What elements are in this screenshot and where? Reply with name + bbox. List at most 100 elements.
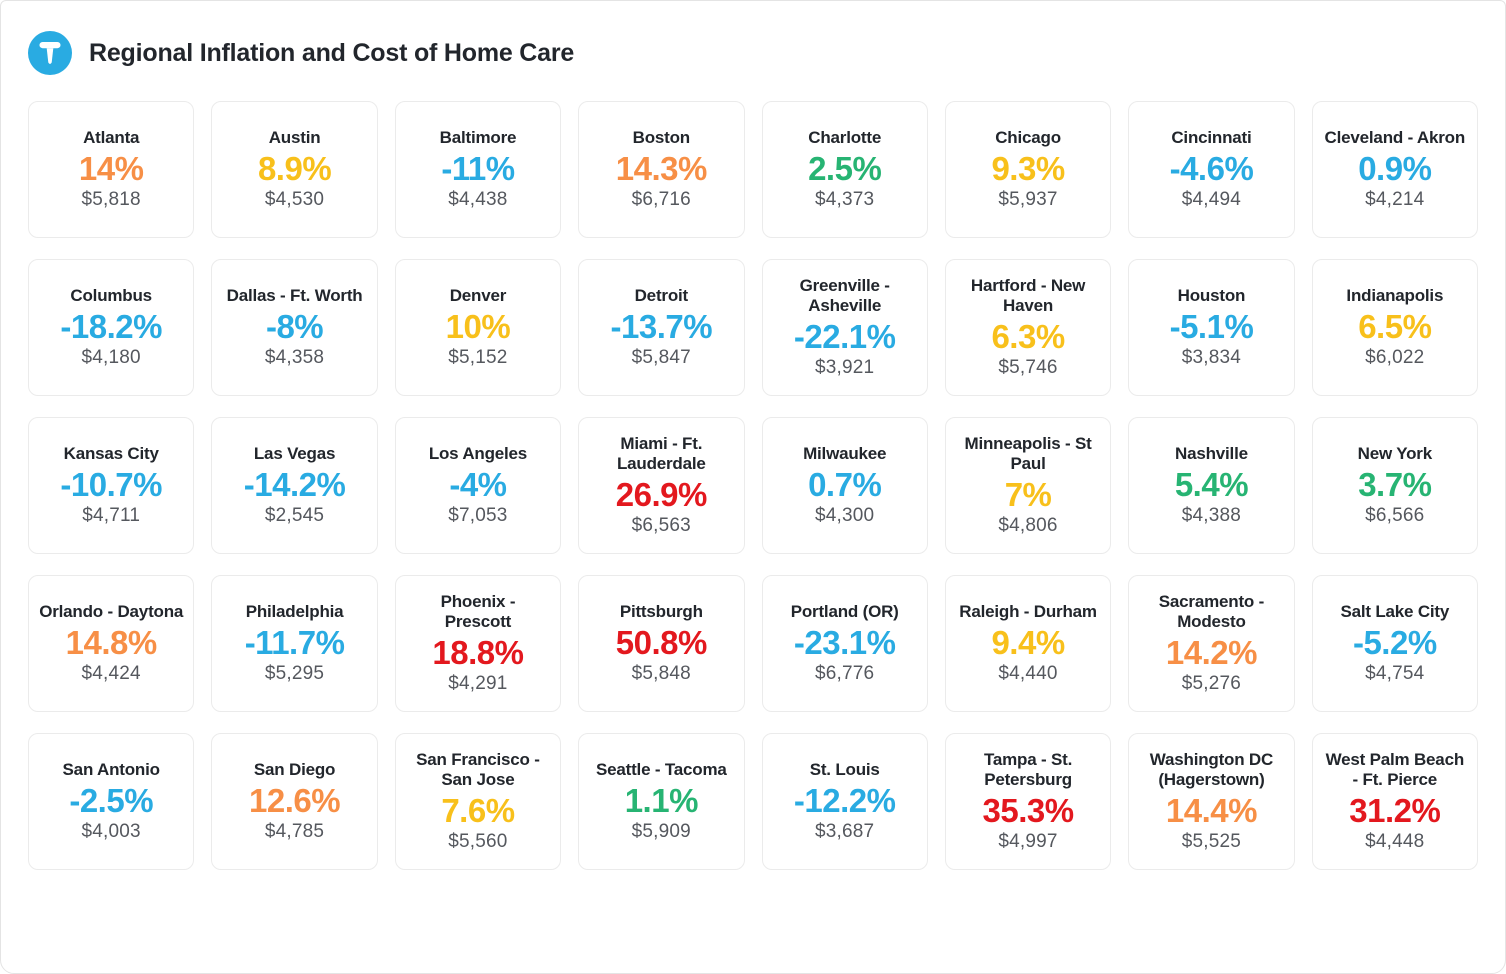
city-name: Cleveland - Akron bbox=[1324, 128, 1466, 147]
city-card: Columbus -18.2% $4,180 bbox=[28, 259, 195, 396]
inflation-percent: 14.8% bbox=[65, 624, 158, 662]
city-name: Sacramento - Modesto bbox=[1158, 591, 1265, 632]
inflation-percent: -23.1% bbox=[793, 624, 896, 662]
monthly-cost: $4,448 bbox=[1365, 831, 1425, 853]
monthly-cost: $5,560 bbox=[448, 831, 508, 853]
city-card: Milwaukee 0.7% $4,300 bbox=[761, 417, 928, 554]
inflation-percent: -12.2% bbox=[793, 782, 896, 820]
city-card: San Francisco - San Jose 7.6% $5,560 bbox=[394, 733, 562, 870]
city-card: Phoenix - Prescott 18.8% $4,291 bbox=[394, 575, 562, 712]
city-name: Detroit bbox=[634, 286, 689, 305]
city-card: Charlotte 2.5% $4,373 bbox=[761, 101, 928, 238]
city-name: Hartford - New Haven bbox=[970, 275, 1086, 316]
city-name: Portland (OR) bbox=[790, 602, 899, 621]
inflation-percent: 7% bbox=[1004, 476, 1052, 514]
city-card: Baltimore -11% $4,438 bbox=[394, 101, 562, 238]
city-name: St. Louis bbox=[809, 760, 880, 779]
inflation-percent: 12.6% bbox=[249, 782, 341, 820]
inflation-percent: 35.3% bbox=[982, 792, 1075, 830]
city-name: Minneapolis - St Paul bbox=[964, 433, 1092, 474]
inflation-percent: 0.9% bbox=[1358, 150, 1432, 188]
monthly-cost: $3,921 bbox=[815, 357, 875, 379]
city-name: San Antonio bbox=[62, 760, 160, 779]
city-card: Portland (OR) -23.1% $6,776 bbox=[761, 575, 928, 712]
monthly-cost: $3,834 bbox=[1181, 346, 1242, 368]
inflation-percent: 6.3% bbox=[991, 318, 1065, 356]
monthly-cost: $4,806 bbox=[998, 515, 1058, 537]
monthly-cost: $6,022 bbox=[1365, 346, 1425, 368]
inflation-percent: 18.8% bbox=[432, 634, 524, 672]
city-name: Dallas - Ft. Worth bbox=[226, 286, 363, 305]
monthly-cost: $5,276 bbox=[1181, 673, 1242, 695]
city-card: Chicago 9.3% $5,937 bbox=[944, 101, 1112, 238]
city-card: Indianapolis 6.5% $6,022 bbox=[1311, 259, 1478, 396]
city-name: Nashville bbox=[1175, 444, 1248, 463]
city-name: Indianapolis bbox=[1346, 286, 1444, 305]
monthly-cost: $6,716 bbox=[631, 188, 691, 210]
city-name: Kansas City bbox=[63, 444, 159, 463]
city-card: Miami - Ft. Lauderdale 26.9% $6,563 bbox=[578, 417, 745, 554]
city-card: Salt Lake City -5.2% $4,754 bbox=[1311, 575, 1478, 712]
t-logo-icon bbox=[28, 31, 72, 75]
city-name: Washington DC (Hagerstown) bbox=[1149, 749, 1274, 790]
city-name: San Diego bbox=[253, 760, 336, 779]
monthly-cost: $4,754 bbox=[1365, 662, 1425, 684]
inflation-percent: 31.2% bbox=[1349, 792, 1441, 830]
monthly-cost: $5,937 bbox=[998, 188, 1058, 210]
monthly-cost: $6,776 bbox=[815, 662, 875, 684]
inflation-percent: 9.4% bbox=[991, 624, 1065, 662]
inflation-percent: 50.8% bbox=[615, 624, 708, 662]
city-name: Denver bbox=[449, 286, 507, 305]
inflation-percent: -4.6% bbox=[1169, 150, 1254, 188]
city-card: West Palm Beach - Ft. Pierce 31.2% $4,44… bbox=[1311, 733, 1478, 870]
city-name: Raleigh - Durham bbox=[959, 602, 1097, 621]
inflation-percent: -14.2% bbox=[243, 466, 346, 504]
monthly-cost: $5,847 bbox=[631, 346, 691, 368]
monthly-cost: $4,214 bbox=[1365, 188, 1425, 210]
city-name: Atlanta bbox=[83, 128, 140, 147]
city-card: New York 3.7% $6,566 bbox=[1311, 417, 1478, 554]
monthly-cost: $5,152 bbox=[448, 346, 508, 368]
city-card: St. Louis -12.2% $3,687 bbox=[761, 733, 928, 870]
city-card: Minneapolis - St Paul 7% $4,806 bbox=[944, 417, 1112, 554]
monthly-cost: $5,525 bbox=[1181, 831, 1242, 853]
monthly-cost: $6,566 bbox=[1365, 504, 1425, 526]
monthly-cost: $6,563 bbox=[631, 515, 691, 537]
inflation-percent: 10% bbox=[445, 308, 511, 346]
monthly-cost: $5,909 bbox=[631, 820, 691, 842]
city-name: Greenville - Asheville bbox=[799, 275, 890, 316]
monthly-cost: $5,746 bbox=[998, 357, 1058, 379]
city-card: Kansas City -10.7% $4,711 bbox=[28, 417, 195, 554]
monthly-cost: $4,291 bbox=[448, 673, 508, 695]
city-card: Cincinnati -4.6% $4,494 bbox=[1128, 101, 1295, 238]
inflation-percent: 6.5% bbox=[1358, 308, 1432, 346]
inflation-percent: -10.7% bbox=[60, 466, 162, 504]
city-name: Boston bbox=[632, 128, 691, 147]
monthly-cost: $7,053 bbox=[448, 504, 508, 526]
city-card: Raleigh - Durham 9.4% $4,440 bbox=[944, 575, 1112, 712]
city-card: Hartford - New Haven 6.3% $5,746 bbox=[944, 259, 1112, 396]
city-card: Atlanta 14% $5,818 bbox=[28, 101, 195, 238]
city-name: Charlotte bbox=[808, 128, 882, 147]
city-name: Orlando - Daytona bbox=[39, 602, 184, 621]
monthly-cost: $5,818 bbox=[81, 188, 141, 210]
city-name: New York bbox=[1357, 444, 1433, 463]
monthly-cost: $4,494 bbox=[1181, 188, 1242, 210]
city-card: Boston 14.3% $6,716 bbox=[578, 101, 745, 238]
city-name: Phoenix - Prescott bbox=[440, 591, 516, 632]
monthly-cost: $4,003 bbox=[81, 820, 141, 842]
city-card: Cleveland - Akron 0.9% $4,214 bbox=[1311, 101, 1478, 238]
city-card: Detroit -13.7% $5,847 bbox=[578, 259, 745, 396]
inflation-percent: 5.4% bbox=[1174, 466, 1249, 504]
inflation-percent: 14% bbox=[78, 150, 144, 188]
city-card: Philadelphia -11.7% $5,295 bbox=[211, 575, 378, 712]
monthly-cost: $4,300 bbox=[815, 504, 875, 526]
city-name: Philadelphia bbox=[245, 602, 344, 621]
cards-grid: Atlanta 14% $5,818 Austin 8.9% $4,530 Ba… bbox=[1, 101, 1505, 870]
city-card: Sacramento - Modesto 14.2% $5,276 bbox=[1128, 575, 1295, 712]
inflation-percent: -2.5% bbox=[69, 782, 154, 820]
inflation-percent: 1.1% bbox=[624, 782, 699, 820]
inflation-percent: -13.7% bbox=[610, 308, 713, 346]
city-card: San Antonio -2.5% $4,003 bbox=[28, 733, 195, 870]
monthly-cost: $4,530 bbox=[264, 188, 325, 210]
